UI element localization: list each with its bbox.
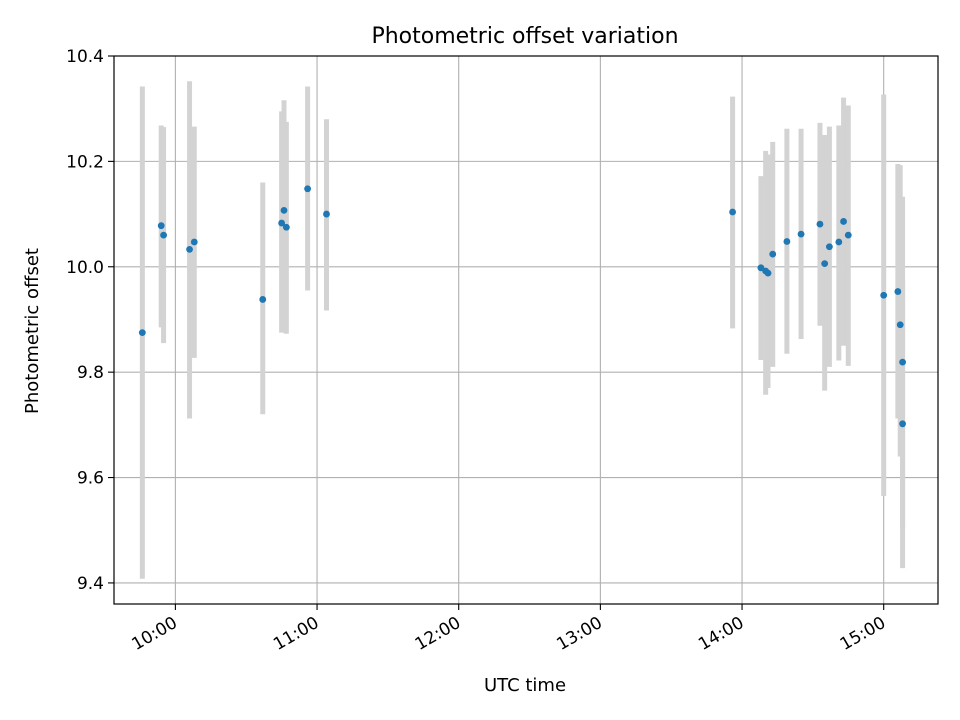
data-point: [190, 238, 198, 246]
data-point: [835, 238, 843, 246]
data-point: [186, 245, 193, 253]
data-point: [825, 243, 833, 251]
data-point: [769, 250, 777, 258]
data-point: [899, 420, 906, 428]
y-tick-label: 10.4: [66, 47, 104, 67]
grid-layer: [114, 55, 938, 604]
y-tick-label: 10.2: [66, 152, 104, 172]
x-tick-label: 14:00: [695, 613, 747, 655]
x-tick-layer: 10:00 11:00 12:00 13:00 14:00 15:00: [128, 604, 889, 655]
errorbar-layer: [139, 81, 906, 579]
x-tick-label: 15:00: [837, 613, 889, 655]
data-point: [816, 220, 824, 228]
data-point: [894, 288, 902, 295]
data-point: [278, 219, 286, 227]
data-point: [880, 291, 888, 299]
data-point: [844, 231, 852, 239]
data-point: [899, 358, 906, 366]
data-point: [797, 230, 805, 238]
data-point: [157, 222, 165, 230]
point-layer: [138, 185, 906, 428]
data-point: [304, 185, 312, 193]
data-point: [280, 206, 288, 214]
x-tick-label: 12:00: [412, 613, 464, 655]
x-tick-label: 10:00: [128, 613, 180, 655]
plot-frame: [113, 55, 939, 605]
data-point: [821, 260, 829, 268]
y-axis-label: Photometric offset: [22, 248, 43, 414]
data-point: [259, 296, 267, 303]
data-point: [729, 208, 736, 216]
data-point: [282, 223, 290, 231]
x-axis-label: UTC time: [484, 675, 566, 696]
data-point: [323, 210, 330, 218]
y-tick-label: 10.0: [66, 258, 104, 278]
chart-title: Photometric offset variation: [371, 24, 678, 49]
data-point: [783, 238, 791, 245]
data-point: [138, 329, 146, 337]
y-tick-label: 9.4: [77, 574, 104, 594]
x-tick-label: 11:00: [270, 613, 322, 655]
y-tick-layer: 9.4 9.6 9.8 10.0 10.2 10.4: [66, 47, 114, 594]
data-point: [160, 231, 167, 239]
data-point: [840, 218, 847, 225]
y-tick-label: 9.8: [77, 363, 104, 383]
x-tick-label: 13:00: [553, 613, 605, 655]
data-point: [764, 269, 772, 277]
y-tick-label: 9.6: [77, 469, 104, 489]
data-point: [896, 321, 904, 329]
